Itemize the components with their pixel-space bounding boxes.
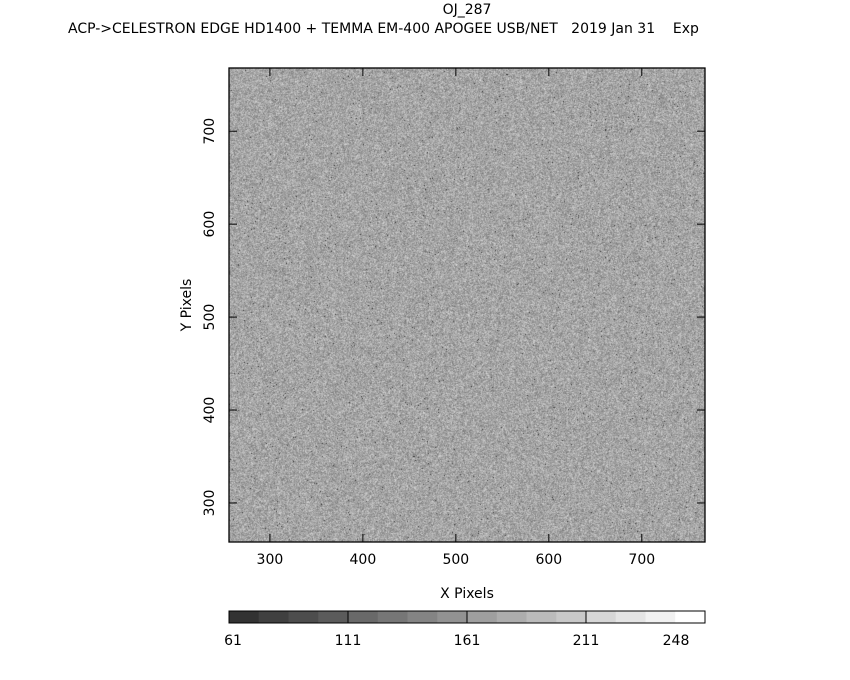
colorbar-segment	[289, 611, 319, 623]
colorbar-label: 211	[573, 633, 600, 649]
colorbar-segment	[378, 611, 408, 623]
y-tick-label: 700	[202, 118, 218, 145]
colorbar-segment	[556, 611, 586, 623]
colorbar-segment	[675, 611, 705, 623]
colorbar-segment	[408, 611, 438, 623]
y-axis-label: Y Pixels	[179, 279, 195, 333]
y-tick-label: 400	[202, 397, 218, 424]
x-tick-label: 300	[257, 552, 284, 568]
colorbar-label: 248	[663, 633, 690, 649]
colorbar-label: 111	[335, 633, 362, 649]
colorbar-segment	[348, 611, 378, 623]
y-tick-label: 600	[202, 211, 218, 238]
colorbar-segment	[497, 611, 527, 623]
colorbar-label: 61	[224, 633, 242, 649]
colorbar-segment	[616, 611, 646, 623]
colorbar-segment	[467, 611, 497, 623]
colorbar-segment	[586, 611, 616, 623]
colorbar-segment	[646, 611, 676, 623]
colorbar-segment	[527, 611, 557, 623]
x-tick-label: 700	[628, 552, 655, 568]
y-tick-label: 500	[202, 304, 218, 331]
colorbar-segment	[229, 611, 259, 623]
colorbar-segment	[318, 611, 348, 623]
x-tick-label: 400	[350, 552, 377, 568]
colorbar-segment	[259, 611, 289, 623]
colorbar-segment	[437, 611, 467, 623]
image-area	[229, 68, 705, 542]
x-tick-label: 500	[442, 552, 469, 568]
x-axis-label: X Pixels	[440, 586, 494, 602]
x-tick-label: 600	[535, 552, 562, 568]
colorbar-label: 161	[454, 633, 481, 649]
y-tick-label: 300	[202, 490, 218, 517]
